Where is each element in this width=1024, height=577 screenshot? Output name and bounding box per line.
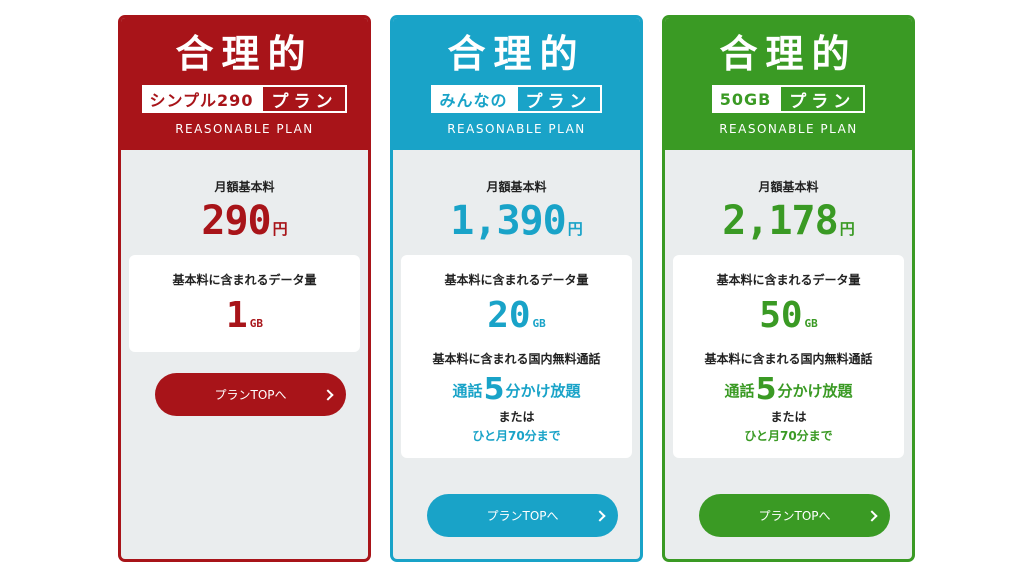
data-value: 20: [487, 295, 531, 336]
plan-top-button[interactable]: プランTOPへ: [699, 494, 890, 537]
call-label: 基本料に含まれる国内無料通話: [704, 352, 873, 366]
chevron-right-icon: [866, 509, 878, 522]
data-unit: GB: [249, 317, 263, 330]
call-suffix: 分かけ放題: [777, 382, 853, 400]
call-label: 基本料に含まれる国内無料通話: [432, 352, 601, 366]
chevron-right-icon: [594, 509, 606, 522]
call-minutes: 5: [755, 372, 777, 407]
plan-subtitle: REASONABLE PLAN: [447, 122, 586, 136]
data-box: 基本料に含まれるデータ量 50 GB 基本料に含まれる国内無料通話 通話5分かけ放…: [673, 255, 904, 458]
data-label: 基本料に含まれるデータ量: [444, 273, 589, 287]
price-unit: 円: [839, 220, 855, 238]
plan-top-button[interactable]: プランTOPへ: [427, 494, 618, 537]
data-box: 基本料に含まれるデータ量 20 GB 基本料に含まれる国内無料通話 通話5分かけ放…: [401, 255, 632, 458]
plan-card-50gb: 合理的 50GB プラン REASONABLE PLAN 月額基本料 2,178…: [662, 15, 915, 562]
plan-name-tag: みんなの プラン: [393, 85, 640, 113]
or-text: または: [770, 410, 807, 424]
monthly-fee-label: 月額基本料: [214, 180, 275, 194]
plan-name: 50GB: [711, 85, 780, 113]
price-value: 2,178: [722, 198, 838, 244]
data-value: 50: [759, 295, 803, 336]
plan-name-tag: シンプル290 プラン: [121, 85, 368, 113]
data-label: 基本料に含まれるデータ量: [172, 273, 317, 287]
monthly-fee-label: 月額基本料: [758, 180, 819, 194]
plan-subtitle: REASONABLE PLAN: [719, 122, 858, 136]
plan-suffix: プラン: [515, 85, 602, 113]
plan-name: シンプル290: [141, 85, 262, 113]
button-label: プランTOPへ: [758, 509, 831, 523]
card-header: 合理的 みんなの プラン REASONABLE PLAN: [393, 18, 640, 150]
call-suffix: 分かけ放題: [505, 382, 581, 400]
monthly-fee-label: 月額基本料: [486, 180, 547, 194]
call-prefix: 通話: [724, 382, 755, 400]
price-value: 290: [201, 198, 271, 244]
plan-top-button[interactable]: プランTOPへ: [155, 373, 346, 416]
chevron-right-icon: [322, 388, 334, 401]
data-value: 1: [226, 295, 248, 336]
or-text: または: [498, 410, 535, 424]
call-prefix: 通話: [452, 382, 483, 400]
call-plan: 通話5分かけ放題: [673, 375, 904, 406]
call-plan: 通話5分かけ放題: [401, 375, 632, 406]
plan-title: 合理的: [447, 32, 586, 76]
call-alternative: ひと月70分まで: [744, 429, 833, 443]
plan-title: 合理的: [719, 32, 858, 76]
plan-name-tag: 50GB プラン: [665, 85, 912, 113]
monthly-price: 2,178 円: [665, 199, 912, 243]
card-header: 合理的 シンプル290 プラン REASONABLE PLAN: [121, 18, 368, 150]
button-label: プランTOPへ: [486, 509, 559, 523]
price-unit: 円: [272, 220, 288, 238]
price-unit: 円: [567, 220, 583, 238]
plan-title: 合理的: [175, 32, 314, 76]
plan-suffix: プラン: [779, 85, 866, 113]
plan-name: みんなの: [431, 85, 516, 113]
data-box: 基本料に含まれるデータ量 1 GB: [129, 255, 360, 352]
card-header: 合理的 50GB プラン REASONABLE PLAN: [665, 18, 912, 150]
data-amount: 1 GB: [129, 296, 360, 336]
data-unit: GB: [532, 317, 546, 330]
plan-suffix: プラン: [261, 85, 348, 113]
data-amount: 50 GB: [673, 296, 904, 336]
plan-subtitle: REASONABLE PLAN: [175, 122, 314, 136]
data-amount: 20 GB: [401, 296, 632, 336]
monthly-price: 290 円: [121, 199, 368, 243]
data-unit: GB: [804, 317, 818, 330]
plan-card-simple290: 合理的 シンプル290 プラン REASONABLE PLAN 月額基本料 29…: [118, 15, 371, 562]
call-alternative: ひと月70分まで: [472, 429, 561, 443]
call-minutes: 5: [483, 372, 505, 407]
data-label: 基本料に含まれるデータ量: [716, 273, 861, 287]
plan-card-minnano: 合理的 みんなの プラン REASONABLE PLAN 月額基本料 1,390…: [390, 15, 643, 562]
monthly-price: 1,390 円: [393, 199, 640, 243]
button-label: プランTOPへ: [214, 388, 287, 402]
price-value: 1,390: [450, 198, 566, 244]
